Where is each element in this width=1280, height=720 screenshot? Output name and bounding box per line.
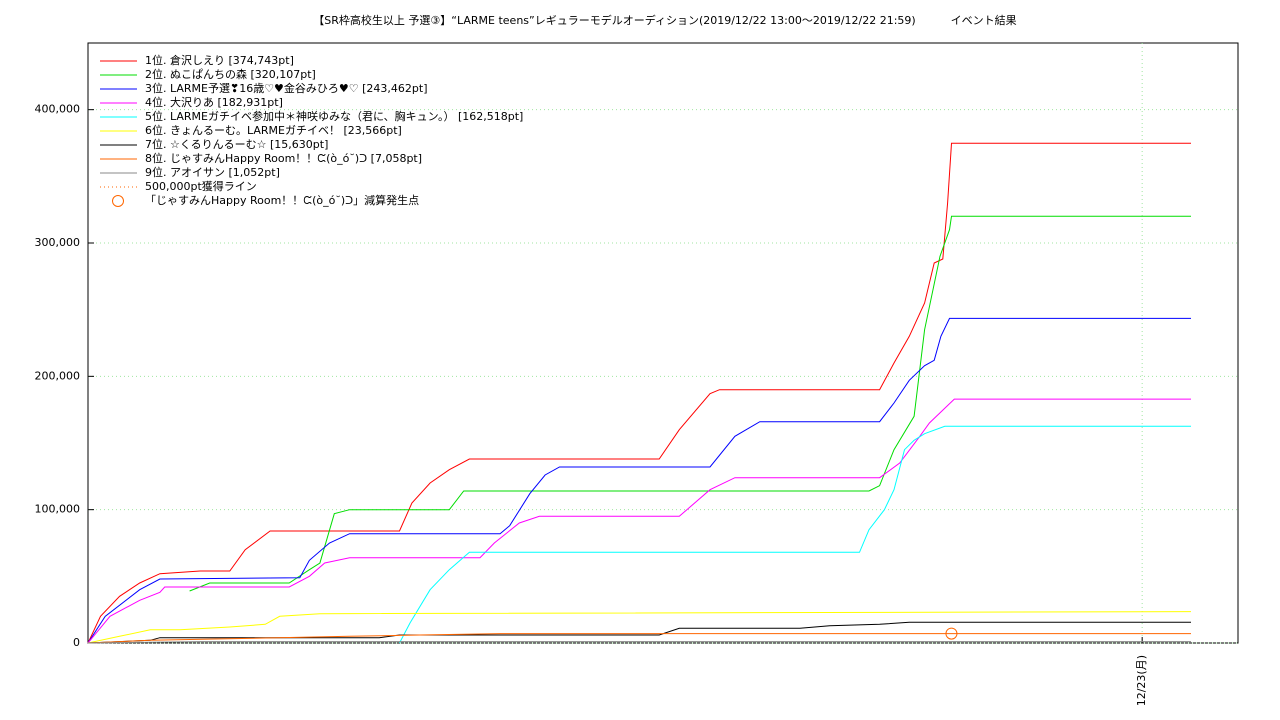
legend-label: 3位. LARME予選❣16歳♡♥金谷みひろ♥♡ [243,462pt] xyxy=(145,81,428,95)
series-line xyxy=(87,621,1191,644)
legend-swatch xyxy=(112,195,124,207)
x-tick-label: 12/23(月) xyxy=(1135,655,1148,706)
series-line xyxy=(87,641,1191,644)
legend-label: 9位. アオイサン [1,052pt] xyxy=(145,165,280,179)
chart-title: 【SR枠高校生以上 予選③】“LARME teens”レギュラーモデルオーディシ… xyxy=(313,13,1016,27)
series-line xyxy=(87,398,1191,644)
legend-label: 8位. じゃすみんHappy Room！！ᙅ(ò_ό˘)ᑐ [7,058pt] xyxy=(145,151,422,165)
legend-label: 5位. LARMEガチイベ参加中＊神咲ゆみな（君に、胸キュン。） [162,51… xyxy=(145,109,523,123)
legend-label: 「じゃすみんHappy Room！！ᙅ(ò_ό˘)ᑐ」減算発生点 xyxy=(145,193,419,207)
series-line xyxy=(189,215,1191,592)
y-tick-label: 100,000 xyxy=(35,503,81,516)
legend-label: 500,000pt獲得ライン xyxy=(145,180,257,193)
series-line xyxy=(87,142,1191,644)
series-line xyxy=(399,425,1191,644)
y-tick-label: 0 xyxy=(73,636,80,649)
series-line xyxy=(87,611,1192,644)
y-tick-label: 300,000 xyxy=(35,236,81,249)
legend-label: 7位. ☆くるりんるーむ☆ [15,630pt] xyxy=(145,137,328,151)
deduction-marker xyxy=(945,627,958,640)
legend-label: 4位. 大沢りあ [182,931pt] xyxy=(145,95,283,109)
series-line xyxy=(87,317,1191,644)
y-tick-label: 400,000 xyxy=(35,103,81,116)
y-tick-label: 200,000 xyxy=(35,369,81,382)
legend-label: 2位. ぬこぱんちの森 [320,107pt] xyxy=(145,67,316,81)
plot-frame xyxy=(87,42,1239,644)
series-line xyxy=(87,633,1191,644)
legend-label: 6位. きょんるーむ。LARMEガチイベ！ [23,566pt] xyxy=(145,123,402,137)
legend-label: 1位. 倉沢しえり [374,743pt] xyxy=(145,53,294,67)
